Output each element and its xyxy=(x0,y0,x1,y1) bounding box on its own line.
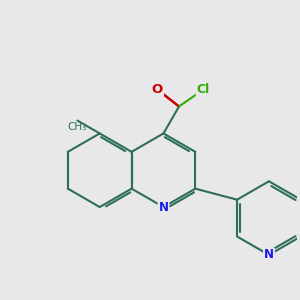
Text: CH₃: CH₃ xyxy=(68,122,87,132)
Text: Cl: Cl xyxy=(197,83,210,96)
Text: N: N xyxy=(264,248,274,261)
Text: N: N xyxy=(158,200,169,214)
Text: O: O xyxy=(152,83,163,96)
